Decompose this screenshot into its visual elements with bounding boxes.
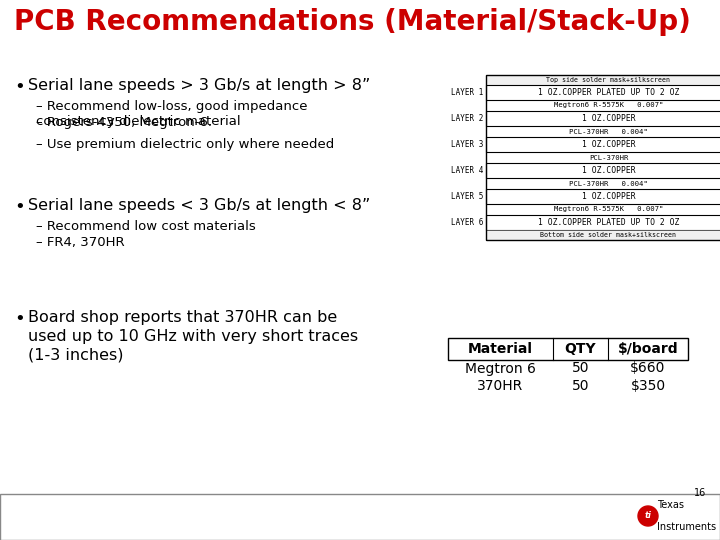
Text: •: • [14,78,24,96]
Text: Bottom side solder mask+silkscreen: Bottom side solder mask+silkscreen [541,232,677,238]
Text: Serial lane speeds > 3 Gb/s at length > 8”: Serial lane speeds > 3 Gb/s at length > … [28,78,370,93]
Text: ti: ti [644,511,652,521]
Bar [486,215,720,230]
Text: 16: 16 [694,488,706,498]
Bar [486,137,720,152]
Text: $/board: $/board [618,342,678,356]
Text: PCL-370HR   0.004": PCL-370HR 0.004" [569,129,648,134]
Text: LAYER 6: LAYER 6 [451,218,483,227]
Text: – Recommend low-loss, good impedance
consistency dielectric material: – Recommend low-loss, good impedance con… [36,100,307,129]
Text: – Use premium dielectric only where needed: – Use premium dielectric only where need… [36,138,334,151]
Text: LAYER 2: LAYER 2 [451,114,483,123]
Text: Megtron6 R-5575K   0.007": Megtron6 R-5575K 0.007" [554,206,663,213]
Text: 370HR: 370HR [477,379,523,393]
Text: Board shop reports that 370HR can be
used up to 10 GHz with very short traces
(1: Board shop reports that 370HR can be use… [28,310,358,362]
Text: •: • [14,198,24,216]
Bar [448,338,688,360]
Bar [486,230,720,240]
Text: 50: 50 [572,361,589,375]
Text: 1 OZ.COPPER: 1 OZ.COPPER [582,166,635,175]
Text: 1 OZ.COPPER PLATED UP TO 2 OZ: 1 OZ.COPPER PLATED UP TO 2 OZ [538,88,679,97]
Text: Texas: Texas [657,500,684,510]
Bar [486,163,720,178]
Bar [486,75,720,240]
Text: QTY: QTY [564,342,596,356]
Text: – Recommend low cost materials: – Recommend low cost materials [36,220,256,233]
Text: 50: 50 [572,379,589,393]
Text: 1 OZ.COPPER: 1 OZ.COPPER [582,192,635,201]
Text: Material: Material [468,342,533,356]
Text: 1 OZ.COPPER: 1 OZ.COPPER [582,114,635,123]
Bar [486,189,720,204]
Text: PCB Recommendations (Material/Stack-Up): PCB Recommendations (Material/Stack-Up) [14,8,691,36]
Text: Instruments: Instruments [657,522,716,532]
Text: 1 OZ.COPPER PLATED UP TO 2 OZ: 1 OZ.COPPER PLATED UP TO 2 OZ [538,218,679,227]
Text: 1 OZ.COPPER: 1 OZ.COPPER [582,140,635,149]
Text: Serial lane speeds < 3 Gb/s at length < 8”: Serial lane speeds < 3 Gb/s at length < … [28,198,370,213]
Text: LAYER 3: LAYER 3 [451,140,483,149]
Text: LAYER 4: LAYER 4 [451,166,483,175]
Text: – FR4, 370HR: – FR4, 370HR [36,236,125,249]
Bar [486,85,720,100]
Text: PCL-370HR   0.004": PCL-370HR 0.004" [569,180,648,186]
Bar [486,111,720,126]
Text: LAYER 5: LAYER 5 [451,192,483,201]
Text: $660: $660 [630,361,666,375]
Text: Top side solder mask+silkscreen: Top side solder mask+silkscreen [546,77,670,83]
Bar [0,494,720,540]
Circle shape [638,506,658,526]
Text: •: • [14,310,24,328]
Text: $350: $350 [631,379,665,393]
Bar [486,75,720,85]
Text: PCL-370HR: PCL-370HR [589,154,628,160]
Text: Megtron6 R-5575K   0.007": Megtron6 R-5575K 0.007" [554,103,663,109]
Text: LAYER 1: LAYER 1 [451,88,483,97]
Text: Megtron 6: Megtron 6 [465,361,536,375]
Text: – Rogers-4350, Megtron-6.: – Rogers-4350, Megtron-6. [36,116,212,129]
